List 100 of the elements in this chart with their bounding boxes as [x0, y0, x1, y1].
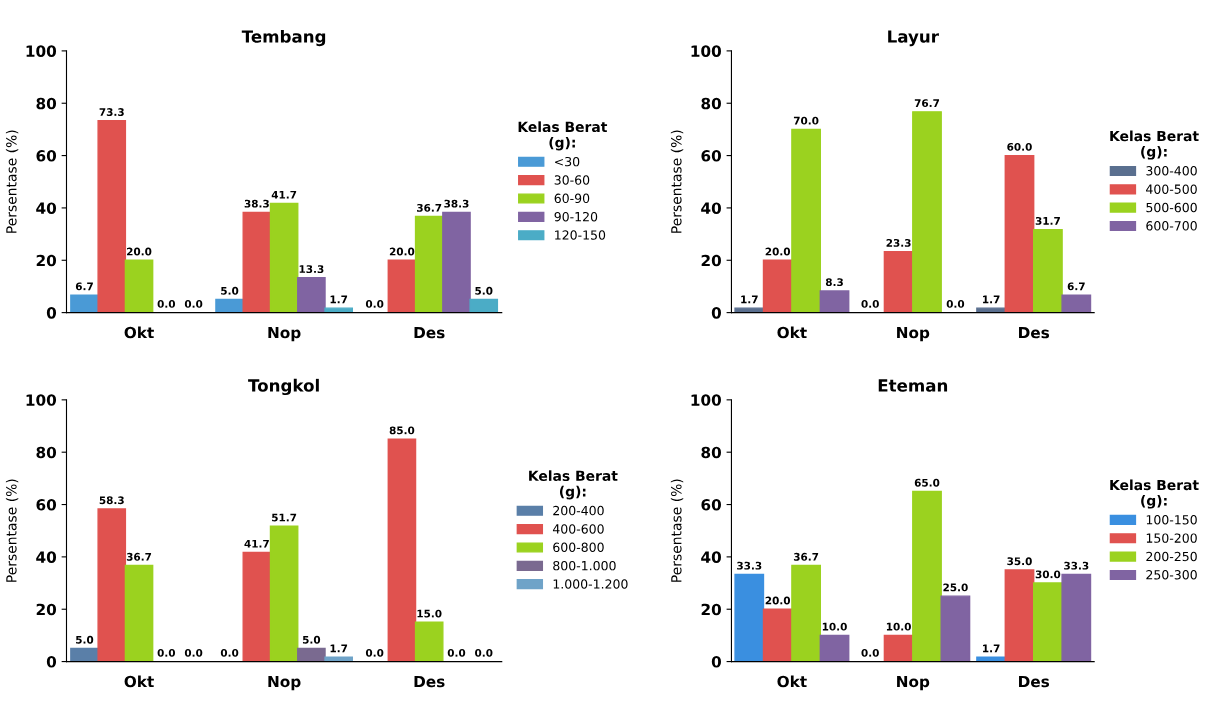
bar [324, 307, 353, 313]
bar [1004, 569, 1035, 662]
x-tick-label: Okt [777, 675, 807, 688]
y-tick-label: 0 [46, 656, 57, 668]
data-label: 0.0 [157, 299, 176, 308]
data-label: 1.7 [330, 644, 348, 653]
x-tick-label: Des [414, 675, 445, 688]
y-tick-label: 60 [701, 150, 721, 162]
bar [976, 656, 1006, 662]
bar [297, 277, 326, 313]
data-label: 0.0 [184, 648, 203, 657]
data-label: 51.7 [272, 513, 297, 522]
bar [762, 608, 793, 662]
data-label: 38.3 [444, 199, 469, 208]
data-label: 1.7 [741, 295, 758, 304]
data-label: 30.0 [1035, 570, 1061, 579]
bar [387, 259, 417, 313]
y-tick-label: 100 [691, 394, 721, 406]
data-label: 38.3 [244, 199, 269, 208]
data-label: 1.7 [330, 295, 348, 304]
data-label: 6.7 [75, 282, 93, 291]
data-label: 0.0 [475, 648, 493, 657]
legend-label: 30-60 [554, 175, 590, 185]
bar [324, 656, 353, 662]
data-label: 33.3 [1064, 561, 1089, 570]
legend-title: Kelas Berat (g): [1110, 479, 1199, 509]
y-tick-label: 100 [26, 45, 57, 57]
data-label: 41.7 [271, 190, 297, 199]
bar [883, 250, 914, 313]
bar [912, 111, 942, 313]
legend-label: 120-150 [555, 230, 606, 240]
data-label: 36.7 [417, 203, 442, 212]
bar [242, 551, 272, 662]
data-label: 41.7 [244, 539, 269, 548]
data-label: 23.3 [886, 238, 911, 247]
bar [1033, 228, 1063, 313]
legend-title: Kelas Berat (g): [1110, 130, 1199, 160]
bar [734, 573, 765, 662]
y-tick-label: 80 [701, 97, 721, 110]
bar [469, 298, 499, 313]
chart-title: Layur [888, 30, 939, 47]
legend-label: 800-1.000 [553, 560, 616, 571]
data-label: 36.7 [793, 552, 819, 561]
bar [976, 307, 1006, 313]
bar [819, 634, 850, 662]
legend-label: <30 [555, 156, 580, 167]
data-label: 0.0 [365, 299, 384, 308]
bar [734, 307, 765, 313]
legend-label: 200-400 [553, 505, 604, 516]
y-axis-title: Persentase (%) [670, 130, 684, 233]
data-label: 20.0 [389, 247, 415, 256]
data-label: 0.0 [157, 648, 176, 657]
x-tick-label: Nop [897, 675, 930, 691]
bar [269, 525, 299, 662]
y-tick-label: 100 [691, 45, 721, 57]
data-label: 0.0 [946, 299, 965, 308]
legend-label: 500-600 [1146, 202, 1197, 213]
data-label: 20.0 [765, 247, 791, 256]
data-label: 36.7 [126, 552, 152, 561]
bar [124, 564, 154, 662]
data-label: 0.0 [220, 648, 239, 657]
data-label: 25.0 [943, 583, 968, 592]
bar [124, 259, 154, 313]
legend-label: 400-600 [552, 524, 604, 534]
data-label: 5.0 [76, 635, 94, 644]
chart-title: Tembang [241, 29, 326, 47]
data-label: 1.7 [983, 644, 1000, 653]
y-tick-label: 60 [36, 499, 57, 511]
y-tick-label: 100 [26, 394, 57, 406]
y-tick-label: 0 [711, 307, 721, 319]
y-tick-label: 20 [701, 254, 721, 267]
bar [912, 490, 942, 662]
bar [791, 564, 822, 662]
bar [97, 508, 127, 662]
data-label: 65.0 [914, 478, 940, 487]
x-tick-label: Des [1019, 675, 1050, 688]
data-label: 31.7 [1035, 216, 1060, 225]
data-label: 15.0 [417, 609, 442, 618]
data-label: 0.0 [365, 648, 384, 657]
y-axis-title: Persentase (%) [5, 479, 19, 582]
legend-label: 90-120 [554, 211, 598, 222]
bar [414, 215, 444, 313]
data-label: 0.0 [184, 299, 203, 308]
y-tick-label: 40 [36, 202, 57, 214]
y-tick-label: 40 [701, 551, 721, 563]
x-tick-label: Des [1019, 326, 1050, 339]
legend-label: 60-90 [554, 193, 590, 204]
bar [762, 259, 793, 313]
data-label: 0.0 [861, 299, 879, 308]
data-label: 60.0 [1007, 142, 1032, 151]
y-tick-label: 20 [36, 603, 57, 616]
y-tick-label: 20 [36, 254, 57, 267]
x-tick-label: Nop [268, 675, 301, 691]
bar [387, 438, 417, 662]
legend-title: Kelas Berat (g): [518, 121, 608, 151]
legend-label: 600-700 [1146, 221, 1197, 231]
y-axis-title: Persentase (%) [5, 130, 19, 233]
bar [70, 294, 99, 313]
legend-label: 300-400 [1146, 166, 1197, 176]
data-label: 10.0 [822, 622, 847, 631]
